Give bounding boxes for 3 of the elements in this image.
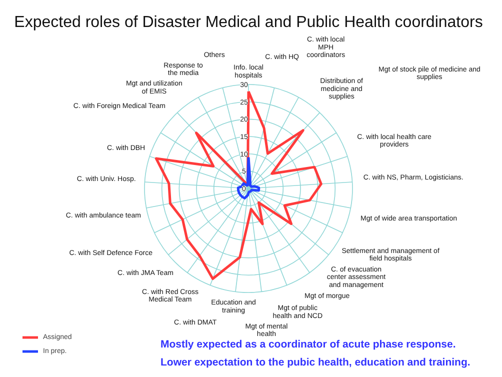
chart-title: Expected roles of Disaster Medical and Public Health coordinators bbox=[14, 14, 483, 31]
text: Lower expectation to the pubic health, education and training. bbox=[160, 356, 470, 368]
text: Mostly expected as a coordinator of acute phase response. bbox=[160, 338, 456, 350]
